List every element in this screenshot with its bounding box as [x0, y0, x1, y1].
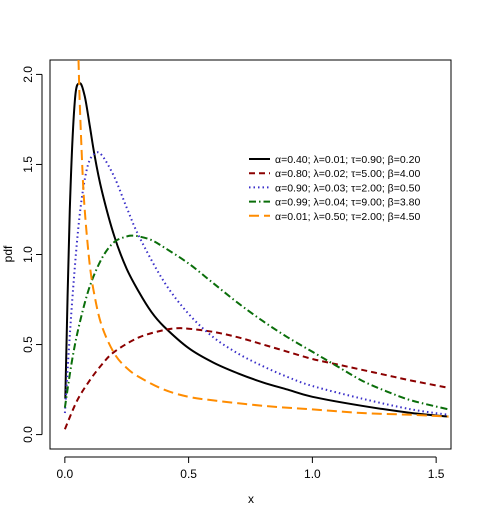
legend-label-3: α=0.90; λ=0.03; τ=2.00; β=0.50 — [275, 182, 420, 194]
y-tick-label: 0.5 — [21, 336, 35, 353]
x-tick-label: 0.5 — [180, 467, 197, 481]
series-line-4 — [63, 234, 449, 411]
legend: α=0.40; λ=0.01; τ=0.90; β=0.20 α=0.80; λ=… — [249, 154, 420, 223]
y-axis: 0.0 0.5 1.0 1.5 2.0 — [21, 66, 43, 443]
x-axis-title: x — [248, 492, 254, 506]
y-tick-label: 2.0 — [21, 66, 35, 83]
series-layer — [63, 60, 449, 430]
x-axis: 0.0 0.5 1.0 1.5 — [57, 456, 445, 481]
x-tick-label: 1.0 — [304, 467, 321, 481]
series-line-2 — [63, 327, 449, 430]
y-tick-label: 1.5 — [21, 156, 35, 173]
series-line-1 — [64, 82, 449, 418]
legend-label-5: α=0.01; λ=0.50; τ=2.00; β=4.50 — [275, 211, 420, 223]
series-line-5 — [77, 60, 449, 418]
plot-frame — [49, 59, 452, 450]
legend-label-4: α=0.99; λ=0.04; τ=9.00; β=3.80 — [275, 197, 420, 209]
x-tick-label: 0.0 — [57, 467, 74, 481]
y-tick-label: 0.0 — [21, 426, 35, 443]
x-tick-label: 1.5 — [428, 467, 445, 481]
legend-label-2: α=0.80; λ=0.02; τ=5.00; β=4.00 — [275, 168, 420, 180]
y-tick-label: 1.0 — [21, 246, 35, 263]
legend-label-1: α=0.40; λ=0.01; τ=0.90; β=0.20 — [275, 154, 420, 166]
y-axis-title: pdf — [1, 245, 15, 262]
